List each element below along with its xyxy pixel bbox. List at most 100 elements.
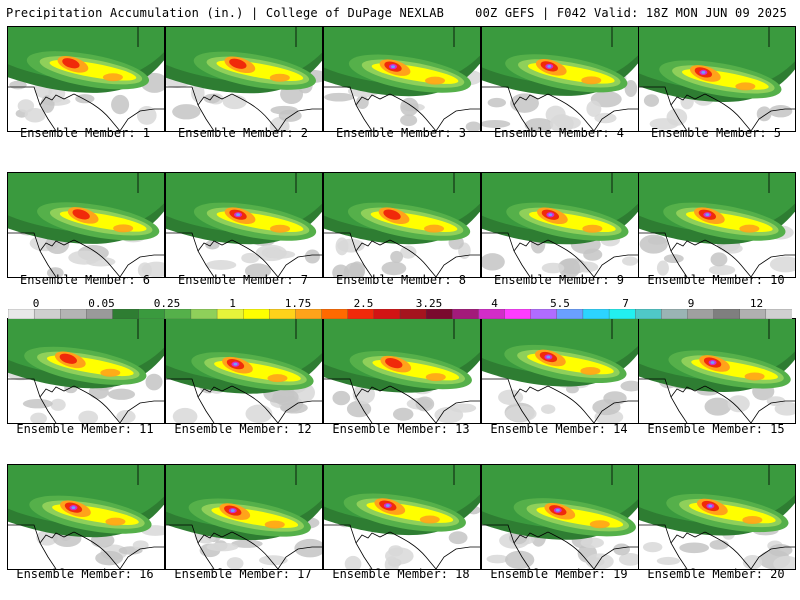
- ensemble-member-map: [7, 26, 165, 132]
- ensemble-member-map: [7, 172, 165, 278]
- page-title: Precipitation Accumulation (in.) | Colle…: [6, 6, 445, 20]
- colorbar-bin: [399, 309, 427, 319]
- colorbar-bin: [739, 309, 767, 319]
- precip-map: [482, 27, 638, 131]
- precip-map: [324, 465, 480, 569]
- colorbar-tick-label: 1: [229, 297, 236, 310]
- colorbar-bin: [60, 309, 88, 319]
- ensemble-member-caption: Ensemble Member: 8: [335, 273, 467, 287]
- colorbar-bin: [504, 309, 532, 319]
- ensemble-member-caption: Ensemble Member: 10: [647, 273, 785, 287]
- colorbar: [8, 309, 792, 319]
- colorbar-bin: [86, 309, 114, 319]
- precip-map: [639, 465, 795, 569]
- precip-map: [8, 465, 164, 569]
- colorbar-bin: [635, 309, 662, 319]
- colorbar-tick-label: 1.75: [284, 297, 312, 310]
- precip-map: [8, 27, 164, 131]
- ensemble-member-caption: Ensemble Member: 14: [490, 422, 628, 436]
- ensemble-member-caption: Ensemble Member: 4: [493, 126, 625, 140]
- ensemble-member-map: [638, 464, 796, 570]
- ensemble-member-map: [323, 26, 481, 132]
- precip-map: [8, 173, 164, 277]
- precip-map: [639, 173, 795, 277]
- ensemble-member-map: [7, 318, 165, 424]
- precip-map: [166, 319, 322, 423]
- colorbar-bin: [8, 309, 35, 319]
- ensemble-member-map: [481, 318, 639, 424]
- ensemble-member-map: [165, 464, 323, 570]
- colorbar-bin: [321, 309, 349, 319]
- colorbar-bin: [243, 309, 270, 319]
- model-run-info: 00Z GEFS | F042 Valid: 18Z MON JUN 09 20…: [475, 6, 787, 20]
- ensemble-member-caption: Ensemble Member: 18: [332, 567, 470, 581]
- colorbar-bin: [765, 309, 792, 319]
- colorbar-tick-label: 3.25: [415, 297, 443, 310]
- colorbar-tick-label: 0.25: [153, 297, 181, 310]
- precip-map: [166, 173, 322, 277]
- ensemble-member-caption: Ensemble Member: 13: [332, 422, 470, 436]
- colorbar-bin: [687, 309, 715, 319]
- colorbar-tick-label: 4: [491, 297, 498, 310]
- colorbar-tick-label: 0.05: [88, 297, 115, 310]
- ensemble-member-map: [323, 172, 481, 278]
- colorbar-bin: [347, 309, 375, 319]
- ensemble-member-caption: Ensemble Member: 20: [647, 567, 785, 581]
- colorbar-bin: [190, 309, 218, 319]
- colorbar-tick-label: 9: [687, 297, 695, 310]
- ensemble-member-caption: Ensemble Member: 5: [650, 126, 782, 140]
- ensemble-member-caption: Ensemble Member: 16: [16, 567, 154, 581]
- ensemble-member-caption: Ensemble Member: 19: [490, 567, 628, 581]
- precip-map: [166, 27, 322, 131]
- colorbar-bin: [269, 309, 297, 319]
- ensemble-member-caption: Ensemble Member: 12: [174, 422, 312, 436]
- ensemble-member-map: [323, 464, 481, 570]
- colorbar-bin: [713, 309, 741, 319]
- colorbar-bin: [556, 309, 584, 319]
- precip-map: [324, 319, 480, 423]
- ensemble-member-map: [7, 464, 165, 570]
- precip-map: [482, 465, 638, 569]
- colorbar-bin: [478, 309, 506, 319]
- colorbar-bin: [661, 309, 689, 319]
- ensemble-member-caption: Ensemble Member: 11: [16, 422, 154, 436]
- colorbar-bin: [164, 309, 192, 319]
- colorbar-bin: [138, 309, 166, 319]
- colorbar-bin: [112, 309, 140, 319]
- precip-map: [166, 465, 322, 569]
- colorbar-bin: [216, 309, 244, 319]
- ensemble-member-caption: Ensemble Member: 7: [177, 273, 309, 287]
- ensemble-member-caption: Ensemble Member: 15: [647, 422, 785, 436]
- precip-map: [8, 319, 164, 423]
- colorbar-bin: [295, 309, 323, 319]
- ensemble-member-map: [638, 318, 796, 424]
- ensemble-member-caption: Ensemble Member: 2: [177, 126, 309, 140]
- colorbar-tick-label: 0: [32, 297, 40, 310]
- colorbar-bin: [33, 309, 61, 319]
- ensemble-member-map: [481, 172, 639, 278]
- precip-map: [324, 173, 480, 277]
- ensemble-member-map: [165, 172, 323, 278]
- colorbar-bin: [530, 309, 558, 319]
- precip-map: [482, 319, 638, 423]
- ensemble-member-caption: Ensemble Member: 3: [335, 126, 467, 140]
- colorbar-bin: [373, 309, 401, 319]
- precip-map: [482, 173, 638, 277]
- colorbar-bin: [582, 309, 610, 319]
- colorbar-tick-label: 2.5: [353, 297, 374, 310]
- colorbar-bin: [452, 309, 480, 319]
- colorbar-labels: 0 0.05 0.25 1 1.75 2.5 3.25 4 5.5 7 9 12: [0, 297, 800, 310]
- precip-map: [324, 27, 480, 131]
- ensemble-member-map: [323, 318, 481, 424]
- ensemble-member-map: [638, 172, 796, 278]
- precip-map: [639, 319, 795, 423]
- ensemble-member-map: [481, 26, 639, 132]
- ensemble-member-caption: Ensemble Member: 6: [19, 273, 151, 287]
- ensemble-member-map: [165, 26, 323, 132]
- ensemble-member-map: [481, 464, 639, 570]
- ensemble-member-map: [638, 26, 796, 132]
- colorbar-tick-label: 7: [622, 297, 629, 310]
- colorbar-tick-label: 12: [749, 297, 764, 310]
- precip-map: [639, 27, 795, 131]
